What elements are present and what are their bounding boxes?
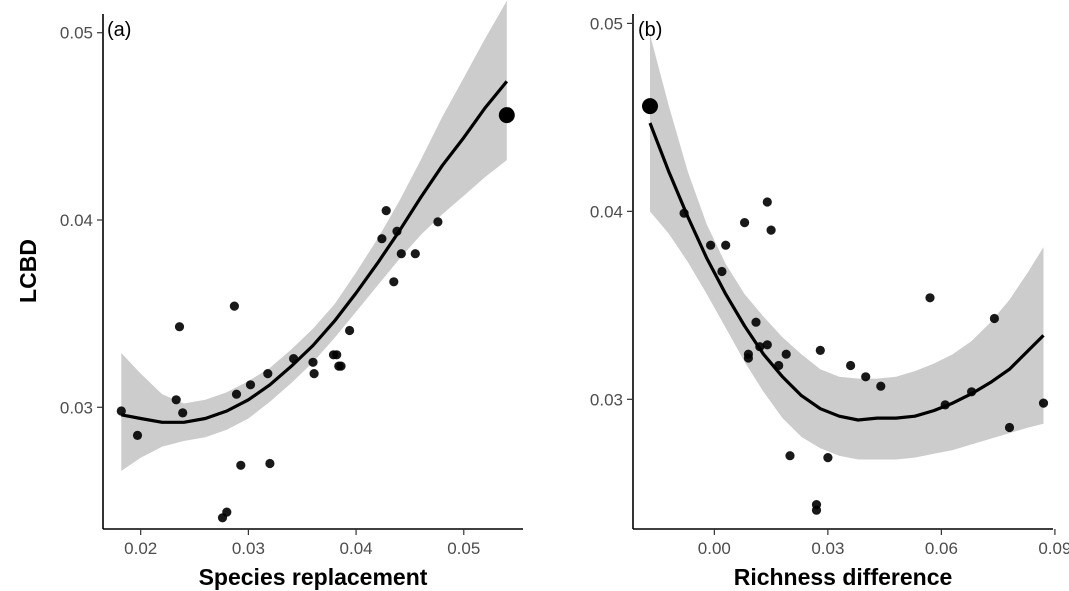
panel-b-richness-difference: 0.00 0.03 0.06 0.09 0.03 0.04 0.05 (b) Richne…: [590, 14, 1069, 590]
data-point: [740, 218, 750, 228]
data-point: [396, 249, 406, 259]
data-point: [345, 325, 355, 336]
data-point: [433, 217, 443, 227]
data-point: [410, 249, 420, 259]
panel-a-x-axis-title: Species replacement: [199, 564, 428, 590]
data-point: [846, 360, 856, 371]
data-point: [743, 353, 754, 363]
data-point: [171, 395, 181, 405]
data-point: [762, 340, 772, 350]
data-point: [245, 380, 256, 390]
y-tick-label: 0.04: [60, 211, 93, 230]
data-point: [721, 240, 731, 250]
panel-b-fit-line: [648, 122, 1045, 422]
panel-a-fit-line: [121, 80, 509, 424]
data-point: [762, 197, 772, 207]
panel-b-x-axis-title: Richness difference: [734, 564, 953, 590]
data-point: [751, 317, 761, 327]
panel-a-confidence-band: [121, 0, 507, 471]
highlighted-data-point: [498, 107, 515, 124]
data-point: [781, 349, 791, 359]
y-tick-label: 0.03: [60, 398, 93, 417]
data-point: [308, 357, 318, 367]
data-point: [717, 266, 727, 277]
x-tick-label: 0.09: [1038, 539, 1069, 558]
data-point: [706, 240, 716, 250]
data-point: [766, 225, 776, 235]
data-point: [1004, 422, 1015, 433]
data-point: [332, 350, 342, 360]
panel-a-species-replacement: 0.02 0.03 0.04 0.05 0.03 0.04 0.05 (a) Specie…: [15, 0, 523, 590]
data-point: [377, 234, 387, 244]
data-point: [389, 277, 399, 287]
panel-a-x-ticks: 0.02 0.03 0.04 0.05: [124, 529, 480, 558]
data-point: [222, 507, 232, 517]
data-point: [236, 460, 246, 470]
panel-b-label: (b): [638, 19, 662, 41]
data-point: [229, 301, 239, 311]
data-point: [265, 458, 275, 469]
y-tick-label: 0.03: [590, 390, 623, 409]
panel-a-label: (a): [107, 19, 131, 41]
y-tick-label: 0.05: [60, 24, 93, 43]
data-point: [861, 372, 871, 382]
data-point: [381, 206, 391, 216]
data-point: [178, 408, 188, 418]
panel-a-y-axis-title: LCBD: [15, 239, 41, 303]
data-point: [309, 369, 319, 379]
y-tick-label: 0.04: [590, 202, 623, 221]
x-tick-label: 0.03: [811, 539, 844, 558]
highlighted-data-point: [642, 98, 658, 115]
x-tick-label: 0.03: [232, 539, 265, 558]
data-point: [876, 381, 886, 391]
data-point: [116, 406, 126, 416]
data-point: [174, 322, 185, 332]
x-tick-label: 0.05: [447, 539, 480, 558]
x-tick-label: 0.00: [698, 539, 731, 558]
data-point: [336, 361, 346, 371]
data-point: [263, 369, 273, 379]
data-point: [785, 451, 795, 461]
data-point: [823, 453, 833, 463]
data-point: [1038, 398, 1049, 408]
x-tick-label: 0.04: [340, 539, 373, 558]
y-tick-label: 0.05: [590, 14, 623, 33]
data-point: [815, 345, 825, 355]
data-point: [132, 430, 143, 440]
data-point: [989, 313, 1000, 324]
x-tick-label: 0.06: [925, 539, 958, 558]
data-point: [811, 505, 822, 515]
data-point: [231, 389, 242, 399]
panel-a-points: [116, 107, 515, 523]
x-tick-label: 0.02: [124, 539, 157, 558]
data-point: [925, 293, 935, 303]
panel-a-y-ticks: 0.03 0.04 0.05: [60, 24, 103, 417]
panel-b-y-ticks: 0.03 0.04 0.05: [590, 14, 633, 409]
panel-b-x-ticks: 0.00 0.03 0.06 0.09: [698, 529, 1069, 558]
